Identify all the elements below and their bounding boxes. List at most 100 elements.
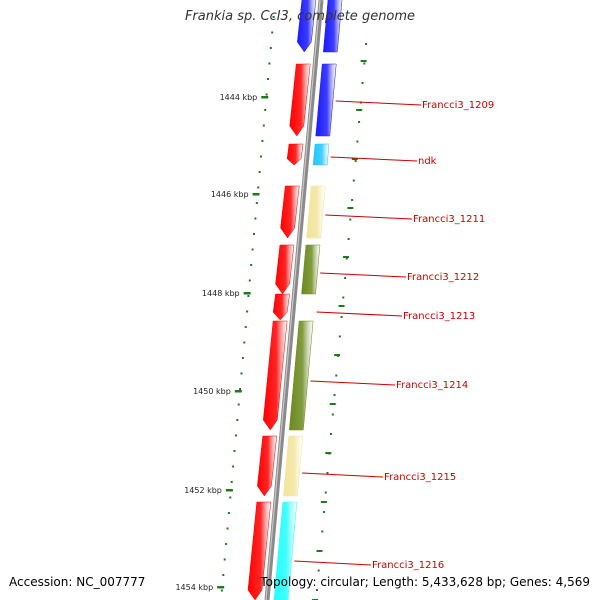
- ruler-dot: [347, 238, 350, 240]
- minor-tick: [338, 305, 345, 307]
- ruler-dot: [361, 82, 364, 84]
- kbp-ruler: 1444 kbp 1446 kbp 1448 kbp 1450 kbp 1452 kbp…: [175, 60, 367, 600]
- minor-tick: [351, 158, 358, 160]
- ruler-dot: [321, 530, 324, 533]
- gene-label[interactable]: Francci3_1215: [384, 472, 456, 483]
- gene-label[interactable]: Francci3_1211: [413, 214, 485, 225]
- ruler-dot: [230, 481, 233, 483]
- gene-arrow-reverse[interactable]: [275, 244, 295, 295]
- ruler-dot: [342, 296, 345, 299]
- ruler-dot: [257, 186, 260, 189]
- map-title: Frankia sp. CcI3, complete genome: [184, 9, 416, 24]
- gene-arrow-reverse[interactable]: [272, 293, 290, 321]
- minor-tick: [334, 354, 341, 356]
- gene-block-forward[interactable]: [289, 320, 314, 431]
- gene-label[interactable]: Francci3_1216: [372, 560, 444, 571]
- ruler-dot: [254, 217, 257, 220]
- ruler-dot: [272, 16, 275, 18]
- gene-label-leader: [316, 311, 403, 317]
- minor-tick: [325, 452, 332, 454]
- ruler-dot: [237, 403, 240, 406]
- gene-arrow-reverse[interactable]: [263, 320, 288, 431]
- ruler-dot: [251, 248, 254, 251]
- ruler-dot: [220, 589, 223, 592]
- ruler-dot: [253, 233, 255, 235]
- ruler-dot: [244, 326, 247, 328]
- gene-block-forward[interactable]: [312, 143, 330, 166]
- gene-label-leader: [294, 560, 372, 566]
- ruler-dot: [335, 374, 338, 377]
- genome-backbone: [264, 0, 324, 600]
- kbp-tick: [217, 586, 225, 589]
- gene-arrow-reverse[interactable]: [289, 63, 311, 137]
- gene-block-forward[interactable]: [306, 185, 326, 239]
- ruler-dot: [358, 121, 361, 123]
- ruler-dot: [262, 124, 265, 127]
- ruler-dot: [236, 419, 239, 421]
- minor-tick: [329, 403, 336, 405]
- backbone-highlight: [265, 0, 321, 600]
- gene-label-leader: [330, 156, 418, 162]
- ruler-dot: [338, 335, 341, 338]
- gene-arrow-reverse[interactable]: [247, 501, 272, 600]
- ruler-dot: [333, 394, 336, 396]
- kbp-label: 1454 kbp: [175, 583, 213, 592]
- ruler-dot: [345, 257, 348, 260]
- minor-tick: [342, 256, 349, 258]
- gene-block-forward[interactable]: [323, 0, 343, 53]
- gene-block-forward[interactable]: [315, 63, 337, 137]
- ruler-dot: [246, 310, 249, 313]
- gene-label[interactable]: ndk: [418, 156, 437, 167]
- ruler-dot: [229, 496, 232, 499]
- gene-label-leader: [302, 472, 384, 478]
- ruler-dot: [352, 179, 355, 182]
- gene-block-forward[interactable]: [301, 244, 321, 295]
- ruler-dot: [234, 434, 237, 437]
- minor-tick: [347, 207, 354, 209]
- gene-label[interactable]: Francci3_1214: [396, 380, 468, 391]
- minor-tick: [356, 109, 363, 111]
- kbp-tick: [252, 193, 260, 196]
- ruler-dot: [240, 372, 243, 375]
- ruler-dot: [351, 199, 354, 201]
- gene-block-forward[interactable]: [283, 435, 304, 497]
- ruler-dot: [227, 512, 230, 514]
- gene-arrow-reverse[interactable]: [280, 185, 300, 239]
- gene-arrow-reverse[interactable]: [286, 143, 304, 166]
- gene-arrow-reverse[interactable]: [297, 0, 317, 53]
- ruler-dot: [260, 155, 262, 158]
- ruler-dot: [356, 140, 359, 143]
- gene-label[interactable]: Francci3_1209: [422, 100, 494, 111]
- ruler-dot: [271, 31, 274, 34]
- kbp-tick: [234, 390, 242, 393]
- ruler-dot: [261, 140, 264, 142]
- ruler-dot: [222, 574, 225, 576]
- kbp-tick: [261, 96, 269, 99]
- ruler-dot: [326, 472, 329, 474]
- gene-label[interactable]: Francci3_1212: [407, 272, 479, 283]
- ruler-dot: [317, 569, 320, 572]
- ruler-dot: [344, 277, 347, 279]
- ruler-dot: [243, 341, 246, 344]
- ruler-dot: [239, 388, 242, 390]
- kbp-label: 1444 kbp: [220, 93, 258, 102]
- gene-block-forward[interactable]: [273, 501, 298, 600]
- ruler-dot: [330, 433, 332, 435]
- ruler-dot: [247, 295, 250, 297]
- gene-label[interactable]: Francci3_1213: [403, 311, 475, 322]
- ruler-dot: [264, 109, 267, 111]
- ruler-dot: [316, 589, 318, 591]
- minor-tick: [316, 550, 323, 552]
- genome-summary-text: Topology: circular; Length: 5,433,628 bp…: [260, 575, 590, 589]
- kbp-label: 1446 kbp: [211, 190, 249, 199]
- ruler-dot: [233, 450, 236, 452]
- ruler-dot: [241, 357, 244, 359]
- ruler-dot: [226, 527, 229, 530]
- kbp-label: 1448 kbp: [202, 289, 240, 298]
- ruler-dot: [255, 202, 258, 204]
- gene-arrow-reverse[interactable]: [257, 435, 278, 497]
- ruler-dot: [363, 62, 366, 65]
